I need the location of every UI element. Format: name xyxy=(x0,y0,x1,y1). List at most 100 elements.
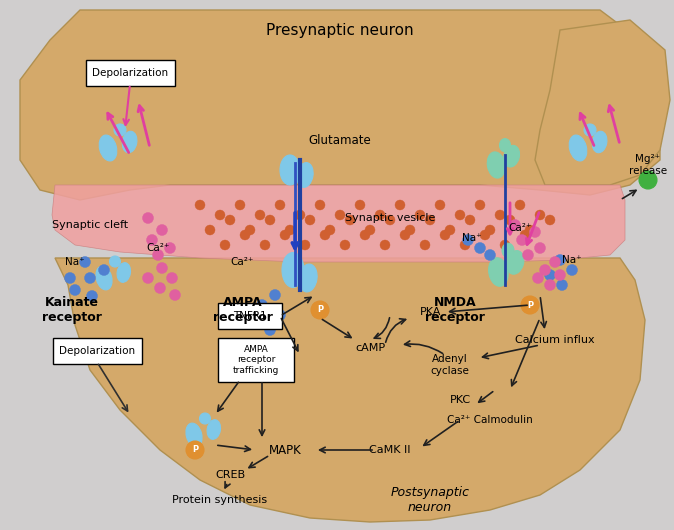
Ellipse shape xyxy=(114,124,126,136)
Circle shape xyxy=(475,200,485,210)
Circle shape xyxy=(530,226,541,237)
Text: cAMP: cAMP xyxy=(355,343,385,353)
Circle shape xyxy=(305,215,315,225)
Circle shape xyxy=(555,269,565,280)
Circle shape xyxy=(220,240,230,250)
Circle shape xyxy=(152,250,164,261)
Circle shape xyxy=(639,171,657,189)
Text: Presynaptic neuron: Presynaptic neuron xyxy=(266,22,414,38)
Polygon shape xyxy=(52,185,625,262)
Ellipse shape xyxy=(99,135,117,161)
Text: CREB: CREB xyxy=(215,470,245,480)
Circle shape xyxy=(425,215,435,225)
Circle shape xyxy=(355,200,365,210)
Circle shape xyxy=(485,250,495,261)
Circle shape xyxy=(545,269,555,280)
Circle shape xyxy=(360,230,370,240)
Ellipse shape xyxy=(280,155,300,185)
Ellipse shape xyxy=(200,413,210,424)
Circle shape xyxy=(300,240,310,250)
Circle shape xyxy=(535,210,545,220)
Circle shape xyxy=(146,234,158,245)
Circle shape xyxy=(98,264,109,276)
Circle shape xyxy=(525,225,535,235)
Circle shape xyxy=(567,264,578,276)
Circle shape xyxy=(142,213,154,224)
Circle shape xyxy=(320,230,330,240)
Circle shape xyxy=(295,210,305,220)
Circle shape xyxy=(465,215,475,225)
Circle shape xyxy=(169,289,181,301)
Text: PKC: PKC xyxy=(450,395,470,405)
Text: P: P xyxy=(192,446,198,455)
Ellipse shape xyxy=(507,251,524,274)
Circle shape xyxy=(311,301,329,319)
Circle shape xyxy=(270,289,280,301)
Text: PKA: PKA xyxy=(420,307,441,317)
Text: Ca²⁺: Ca²⁺ xyxy=(231,257,253,267)
Circle shape xyxy=(65,272,75,284)
Text: Adenyl
cyclase: Adenyl cyclase xyxy=(431,354,469,376)
Circle shape xyxy=(549,257,561,268)
Ellipse shape xyxy=(186,423,202,447)
Circle shape xyxy=(440,230,450,240)
FancyBboxPatch shape xyxy=(53,338,142,364)
Text: MAPK: MAPK xyxy=(269,444,301,456)
Text: Depolarization: Depolarization xyxy=(59,346,135,356)
Circle shape xyxy=(539,264,551,276)
Ellipse shape xyxy=(299,264,317,292)
Text: Synaptic cleft: Synaptic cleft xyxy=(52,220,128,230)
Text: Ca²⁺ Calmodulin: Ca²⁺ Calmodulin xyxy=(447,415,533,425)
Text: TNFR1: TNFR1 xyxy=(233,311,267,321)
Circle shape xyxy=(325,225,335,235)
Circle shape xyxy=(285,225,295,235)
Text: Ca²⁺: Ca²⁺ xyxy=(508,223,532,233)
Ellipse shape xyxy=(570,135,587,161)
Text: Kainate
receptor: Kainate receptor xyxy=(42,296,102,324)
Circle shape xyxy=(405,225,415,235)
Circle shape xyxy=(521,296,539,314)
Circle shape xyxy=(365,225,375,235)
Text: AMPA
receptor
trafficking: AMPA receptor trafficking xyxy=(233,345,279,375)
Ellipse shape xyxy=(96,266,112,290)
Circle shape xyxy=(245,225,255,235)
Text: Depolarization: Depolarization xyxy=(92,68,168,78)
Circle shape xyxy=(186,441,204,459)
Circle shape xyxy=(345,215,355,225)
Circle shape xyxy=(474,243,485,253)
Circle shape xyxy=(215,210,225,220)
Ellipse shape xyxy=(499,139,510,152)
Text: Calcium influx: Calcium influx xyxy=(515,335,595,345)
Circle shape xyxy=(460,240,470,250)
Circle shape xyxy=(415,210,425,220)
Circle shape xyxy=(156,225,168,235)
Circle shape xyxy=(480,230,490,240)
Text: Ca²⁺: Ca²⁺ xyxy=(146,243,170,253)
Circle shape xyxy=(395,200,405,210)
Text: Na⁺: Na⁺ xyxy=(562,255,582,265)
Ellipse shape xyxy=(502,243,514,258)
Ellipse shape xyxy=(297,163,313,188)
Circle shape xyxy=(225,215,235,225)
Circle shape xyxy=(86,290,98,302)
Circle shape xyxy=(522,250,534,261)
Ellipse shape xyxy=(489,258,508,286)
Circle shape xyxy=(262,320,274,331)
Circle shape xyxy=(557,279,568,290)
Text: CaMK II: CaMK II xyxy=(369,445,410,455)
Ellipse shape xyxy=(109,256,121,267)
Circle shape xyxy=(520,230,530,240)
Circle shape xyxy=(195,200,205,210)
Circle shape xyxy=(164,243,175,253)
Circle shape xyxy=(420,240,430,250)
Ellipse shape xyxy=(282,252,304,287)
Circle shape xyxy=(257,299,268,311)
Circle shape xyxy=(435,200,445,210)
Circle shape xyxy=(500,240,510,250)
Circle shape xyxy=(80,257,90,268)
Ellipse shape xyxy=(122,131,137,153)
Circle shape xyxy=(445,225,455,235)
Polygon shape xyxy=(20,10,660,200)
Circle shape xyxy=(495,210,505,220)
Circle shape xyxy=(315,200,325,210)
